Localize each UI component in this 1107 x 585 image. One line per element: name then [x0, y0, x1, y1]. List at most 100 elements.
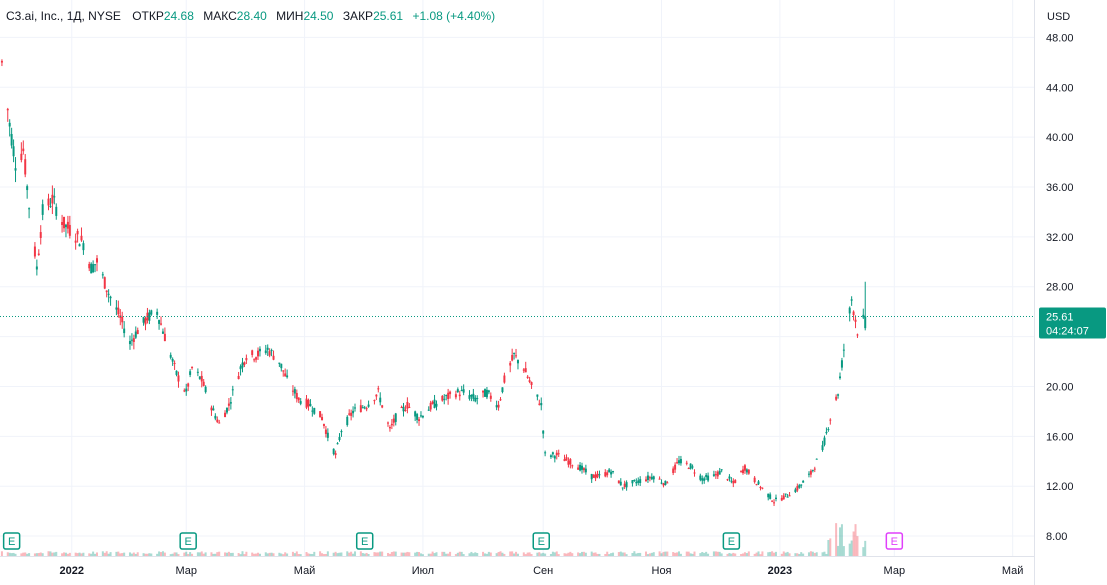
volume-bar: [136, 552, 139, 556]
volume-bar: [447, 553, 450, 556]
volume-bar: [676, 552, 679, 556]
volume-bar: [24, 552, 27, 556]
candle-body: [501, 387, 504, 393]
volume-bar: [119, 553, 122, 556]
y-tick-label: 20.00: [1046, 381, 1074, 393]
earnings-marker[interactable]: [179, 532, 197, 550]
candle-body: [606, 472, 609, 476]
volume-bar: [445, 553, 448, 556]
volume-bar: [400, 552, 403, 556]
volume-bar: [759, 554, 762, 556]
candle-body: [251, 350, 254, 355]
earnings-marker[interactable]: [532, 532, 550, 550]
candle-body: [470, 394, 473, 397]
candle-body: [309, 403, 312, 407]
volume-bar: [716, 551, 719, 556]
volume-bar: [185, 551, 188, 556]
candle-body: [12, 146, 15, 157]
volume-bar: [305, 552, 308, 556]
candle-body: [771, 500, 774, 502]
earnings-marker[interactable]: [355, 532, 374, 550]
volume-bar: [0, 551, 3, 556]
volume-bar: [80, 553, 83, 556]
volume-bar: [282, 554, 285, 556]
volume-bar: [718, 551, 721, 556]
volume-bar: [802, 553, 805, 556]
candle-body: [173, 362, 176, 364]
candle-body: [386, 422, 389, 424]
candle-body: [361, 407, 364, 409]
volume-bar: [433, 553, 436, 556]
volume-bar: [291, 551, 294, 556]
x-tick-label: Июл: [412, 565, 434, 577]
candle-body: [734, 480, 737, 483]
candle-body: [577, 467, 580, 470]
candle-body: [142, 317, 145, 323]
close-label: ЗАКР: [342, 9, 374, 23]
candle-body: [400, 407, 403, 409]
volume-bar: [612, 552, 615, 556]
candle-body: [553, 456, 556, 459]
volume-bar: [94, 553, 97, 556]
candle-body: [326, 432, 329, 438]
y-tick-label: 44.00: [1046, 82, 1074, 94]
earnings-marker[interactable]: [2, 532, 21, 550]
candle-body: [809, 470, 812, 475]
candle-body: [367, 404, 370, 407]
volume-bar: [584, 552, 587, 556]
volume-bar: [598, 553, 601, 556]
volume-bar: [672, 552, 675, 556]
candle-body: [185, 388, 188, 392]
candle-body: [297, 397, 300, 401]
volume-bar: [28, 553, 31, 556]
candle-body: [685, 462, 688, 464]
candle-body: [699, 475, 702, 480]
symbol-title[interactable]: C3.ai, Inc., 1Д, NYSE: [6, 9, 121, 23]
volume-bar: [268, 552, 271, 556]
candle-body: [101, 274, 104, 276]
volume-bar: [594, 552, 597, 556]
volume-bar: [774, 551, 777, 556]
volume-bar: [245, 551, 248, 556]
x-tick-label: 2022: [60, 565, 84, 577]
candle-body: [187, 383, 190, 387]
y-tick-label: 8.00: [1046, 531, 1067, 543]
volume-bar: [767, 552, 770, 556]
candle-body: [648, 477, 651, 479]
candle-body: [652, 476, 655, 480]
candle-body: [200, 375, 203, 382]
volume-bar: [734, 553, 737, 556]
volume-bar: [237, 553, 240, 556]
volume-bar: [388, 553, 391, 556]
candle-body: [255, 357, 258, 360]
candle-body: [767, 493, 770, 498]
earnings-marker[interactable]: [885, 532, 904, 550]
candle-body: [305, 398, 308, 408]
candle-body: [6, 108, 9, 111]
volume-bar: [26, 553, 29, 556]
candle-body: [582, 468, 585, 471]
volume-bar: [255, 553, 258, 556]
candle-body: [679, 458, 682, 464]
volume-bar: [745, 553, 748, 556]
candle-body: [26, 186, 29, 191]
candle-body: [136, 330, 139, 335]
candle-body: [693, 472, 696, 474]
candle-body: [227, 403, 230, 406]
volume-bar: [37, 553, 40, 556]
volume-bar: [542, 552, 545, 556]
volume-bar: [418, 552, 421, 556]
earnings-marker[interactable]: [722, 532, 741, 550]
volume-bar: [468, 553, 471, 556]
candle-body: [381, 405, 384, 408]
candle-body: [212, 408, 215, 411]
x-tick-label: 2023: [768, 565, 792, 577]
candle-body: [524, 368, 527, 373]
volume-bar: [354, 551, 357, 556]
volume-bar: [456, 552, 459, 556]
volume-bar: [794, 553, 797, 556]
candle-body: [354, 407, 357, 409]
volume-bar: [443, 551, 446, 556]
volume-bar: [14, 553, 17, 556]
